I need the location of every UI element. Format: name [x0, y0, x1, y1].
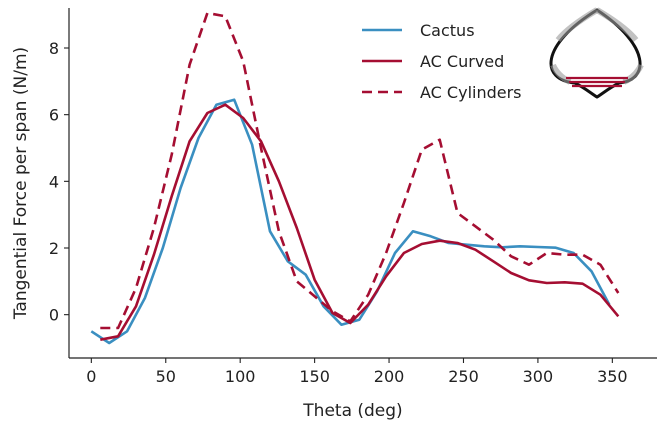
y-tick-label: 4 [49, 172, 59, 191]
legend: Cactus AC Curved AC Cylinders [362, 21, 522, 102]
y-tick-label: 6 [49, 106, 59, 125]
legend-label: Cactus [420, 21, 475, 40]
series-cactus [90, 98, 611, 345]
x-tick-label: 300 [523, 367, 554, 386]
axes: 0 50 100 150 200 250 300 350 0 2 4 6 8 Theta (deg) Tan… [11, 8, 657, 421]
series-line [100, 11, 620, 330]
x-axis-label: Theta (deg) [302, 401, 402, 421]
x-tick-label: 250 [448, 367, 479, 386]
series-line [90, 98, 611, 345]
airfoil-inset-icon [549, 7, 644, 99]
y-tick-label: 2 [49, 239, 59, 258]
series-ac-cylinders [100, 11, 620, 330]
y-tick-label: 8 [49, 39, 59, 58]
series-layer [90, 11, 620, 345]
x-tick-label: 0 [86, 367, 96, 386]
y-tick-label: 0 [49, 306, 59, 325]
x-tick-label: 150 [299, 367, 330, 386]
series-ac-curved [100, 103, 620, 341]
x-tick-label: 350 [597, 367, 628, 386]
legend-label: AC Curved [420, 52, 504, 71]
y-axis-label: Tangential Force per span (N/m) [11, 47, 31, 320]
x-tick-label: 100 [225, 367, 256, 386]
x-tick-label: 50 [156, 367, 176, 386]
x-tick-label: 200 [374, 367, 405, 386]
series-line [100, 103, 620, 341]
legend-label: AC Cylinders [420, 83, 522, 102]
